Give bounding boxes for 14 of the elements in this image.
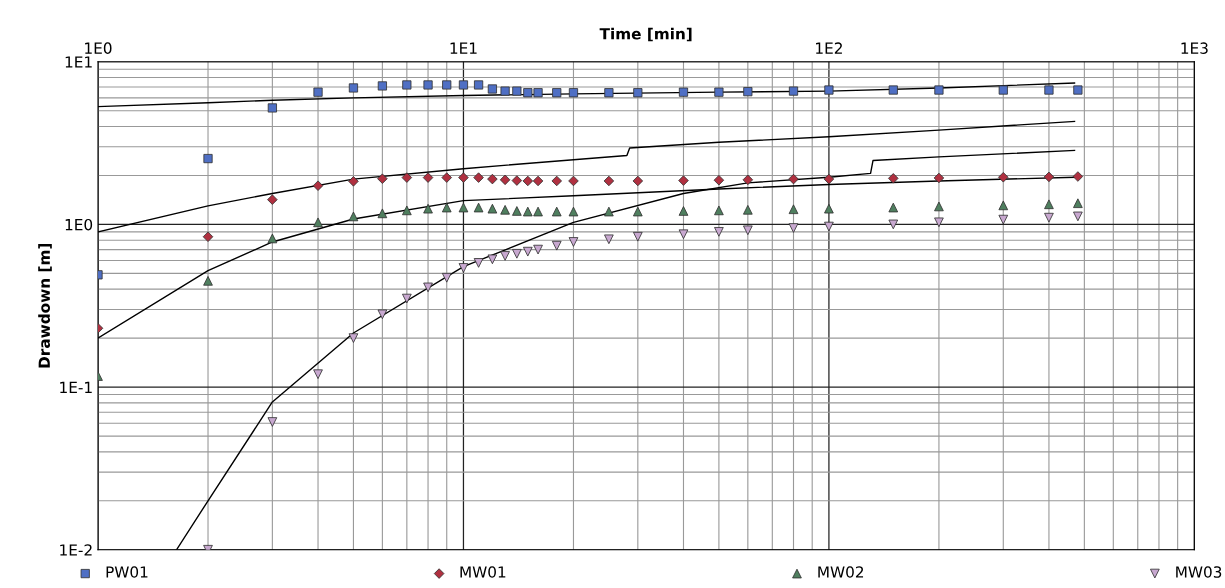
x-tick-label: 1E3 [1181,42,1208,54]
legend-label: PW01 [106,566,148,578]
y-tick-label: 1E-1 [60,381,92,393]
x-tick-label: 1E1 [450,42,477,54]
x-tick-label: 1E0 [85,42,112,54]
y-tick-label: 1E1 [65,56,92,68]
y-tick-label: 1E0 [65,218,93,231]
legend-label: MW02 [818,566,864,578]
legend-label: MW01 [460,566,506,578]
y-tick-label: 1E-2 [60,544,92,556]
legend-label: MW03 [1176,566,1222,578]
x-tick-label: 1E2 [816,42,842,54]
x-axis-title: Time [min] [599,27,692,42]
y-axis-title: Drawdown [m] [38,243,52,368]
